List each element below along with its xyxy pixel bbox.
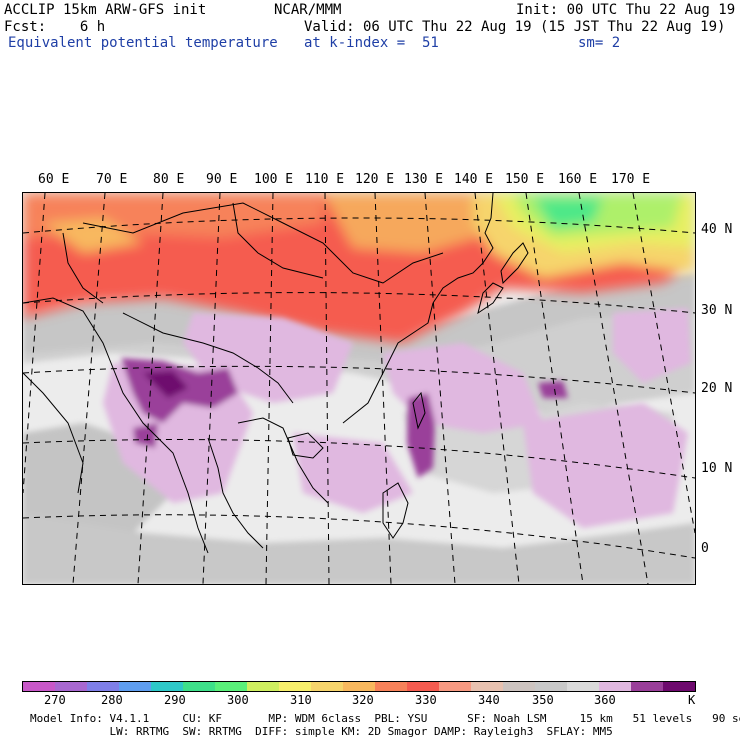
colorbar-swatch <box>663 682 695 691</box>
colorbar-label: 340 <box>478 693 500 707</box>
colorbar-swatch <box>279 682 311 691</box>
lon-label: 80 E <box>153 172 185 187</box>
colorbar-label: 300 <box>227 693 249 707</box>
colorbar-swatch <box>503 682 535 691</box>
japan-coastline <box>500 242 529 285</box>
colorbar <box>22 681 696 692</box>
hainan-coastline <box>287 432 324 459</box>
smoothing-info: sm= 2 <box>578 35 621 51</box>
coastline <box>23 372 84 494</box>
lon-label: 120 E <box>355 172 395 187</box>
field-name: Equivalent potential temperature <box>8 35 278 51</box>
colorbar-swatch <box>471 682 503 691</box>
level-info: at k-index = 51 <box>304 35 439 51</box>
colorbar-swatch <box>567 682 599 691</box>
lon-label: 130 E <box>404 172 444 187</box>
map-canvas <box>23 193 695 584</box>
colorbar-label: 330 <box>415 693 437 707</box>
japan-coastline <box>477 282 504 315</box>
colorbar-swatch <box>23 682 55 691</box>
coastlines <box>23 193 529 554</box>
coastline <box>207 437 264 549</box>
philippines-coastline <box>382 482 409 539</box>
lon-label: 70 E <box>96 172 128 187</box>
parallel-line <box>23 365 695 394</box>
lat-label: 0 <box>701 541 709 556</box>
border-line <box>62 232 104 304</box>
border-line <box>82 202 444 284</box>
lat-label: 30 N <box>701 303 733 318</box>
colorbar-swatch <box>343 682 375 691</box>
colorbar-swatch <box>119 682 151 691</box>
lon-label: 170 E <box>611 172 651 187</box>
model-title: ACCLIP 15km ARW-GFS init <box>4 2 207 18</box>
lat-label: 20 N <box>701 381 733 396</box>
forecast-hour: Fcst: 6 h <box>4 19 106 35</box>
border-line <box>122 312 294 404</box>
colorbar-swatch <box>439 682 471 691</box>
meridian-line <box>578 193 649 584</box>
lat-label: 40 N <box>701 222 733 237</box>
lat-label: 10 N <box>701 461 733 476</box>
colorbar-swatch <box>55 682 87 691</box>
lon-label: 110 E <box>305 172 345 187</box>
meridian-line <box>632 193 695 534</box>
coastline <box>432 193 494 304</box>
colorbar-label: 350 <box>532 693 554 707</box>
model-info-line2: LW: RRTMG SW: RRTMG DIFF: simple KM: 2D … <box>30 725 613 738</box>
colorbar-label: 310 <box>290 693 312 707</box>
colorbar-swatch <box>215 682 247 691</box>
init-time: Init: 00 UTC Thu 22 Aug 19 <box>516 2 736 18</box>
warm-shading <box>23 193 695 343</box>
colorbar-swatch <box>599 682 631 691</box>
lon-label: 160 E <box>558 172 598 187</box>
high-theta-e-shading <box>103 308 691 528</box>
colorbar-label: 290 <box>164 693 186 707</box>
lon-label: 60 E <box>38 172 70 187</box>
institution-label: NCAR/MMM <box>274 2 342 18</box>
colorbar-swatch <box>375 682 407 691</box>
colorbar-label: 280 <box>101 693 123 707</box>
colorbar-swatch <box>247 682 279 691</box>
lon-label: 140 E <box>454 172 494 187</box>
colorbar-label: 360 <box>594 693 616 707</box>
colorbar-swatch <box>631 682 663 691</box>
colorbar-swatch <box>311 682 343 691</box>
colorbar-swatch <box>407 682 439 691</box>
model-info-line1: Model Info: V4.1.1 CU: KF MP: WDM 6class… <box>30 712 740 725</box>
colorbar-swatch <box>151 682 183 691</box>
lon-label: 100 E <box>254 172 294 187</box>
colorbar-swatch <box>183 682 215 691</box>
colorbar-swatch <box>87 682 119 691</box>
theta-e-map <box>22 192 696 585</box>
coastline <box>342 302 434 424</box>
colorbar-swatch <box>535 682 567 691</box>
lon-label: 150 E <box>505 172 545 187</box>
valid-time: Valid: 06 UTC Thu 22 Aug 19 (15 JST Thu … <box>304 19 726 35</box>
colorbar-unit: K <box>688 693 696 707</box>
lon-label: 90 E <box>206 172 238 187</box>
taiwan-coastline <box>412 391 426 430</box>
colorbar-label: 270 <box>44 693 66 707</box>
parallel-line <box>23 292 695 314</box>
coastline <box>23 297 209 554</box>
border-line <box>232 202 324 279</box>
graticule <box>23 193 695 584</box>
colorbar-label: 320 <box>352 693 374 707</box>
parallel-line <box>23 217 695 234</box>
